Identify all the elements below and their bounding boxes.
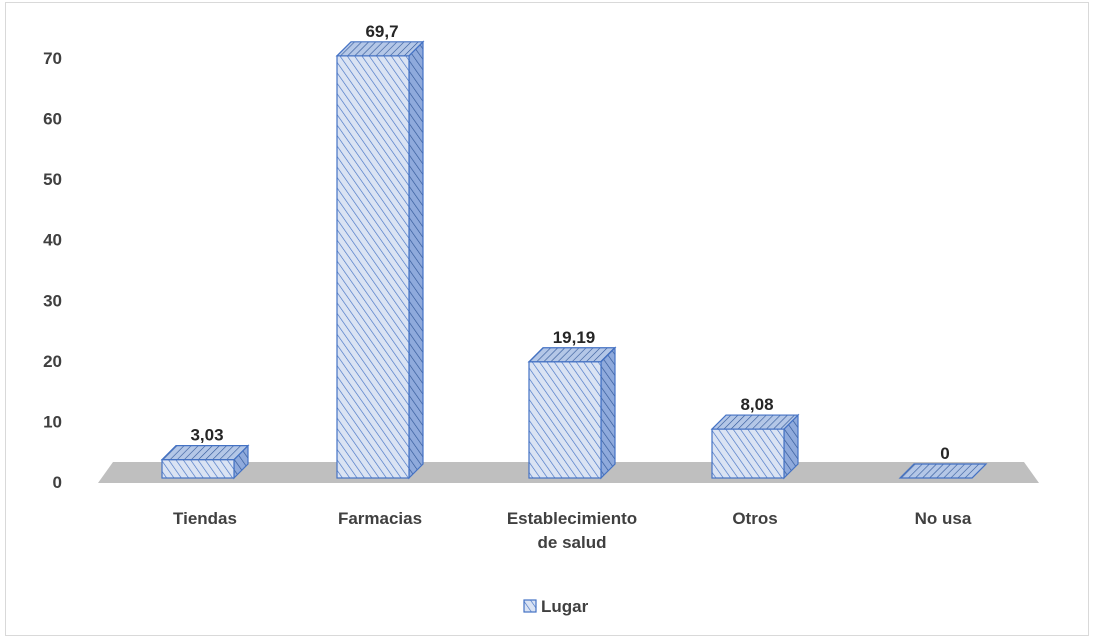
x-tick-label: Tiendas bbox=[173, 509, 237, 528]
data-label: 8,08 bbox=[740, 395, 773, 414]
chart-frame bbox=[5, 2, 1089, 636]
y-tick-label: 20 bbox=[43, 352, 62, 371]
y-tick-label: 50 bbox=[43, 170, 62, 189]
bar-top bbox=[527, 347, 617, 363]
data-label: 0 bbox=[940, 444, 949, 463]
bar bbox=[527, 346, 617, 480]
legend: Lugar bbox=[523, 597, 589, 616]
bar bbox=[710, 413, 800, 480]
bar-front bbox=[161, 459, 235, 479]
data-labels: 3,03 69,7 19,19 8,08 0 bbox=[190, 22, 949, 463]
data-label: 3,03 bbox=[190, 426, 223, 445]
bar-front bbox=[336, 55, 410, 479]
bar bbox=[160, 444, 250, 480]
bar bbox=[898, 463, 988, 479]
bar-top bbox=[898, 463, 988, 479]
x-tick-label: Otros bbox=[732, 509, 777, 528]
x-tick-label: No usa bbox=[915, 509, 972, 528]
bars bbox=[160, 40, 988, 480]
y-axis: 0 10 20 30 40 50 60 70 bbox=[43, 49, 62, 492]
y-tick-label: 40 bbox=[43, 231, 62, 250]
bar-side bbox=[408, 40, 424, 480]
y-tick-label: 70 bbox=[43, 49, 62, 68]
bar-top bbox=[710, 414, 800, 430]
data-label: 19,19 bbox=[553, 328, 596, 347]
x-tick-label: Farmacias bbox=[338, 509, 422, 528]
y-tick-label: 0 bbox=[53, 473, 62, 492]
bar-top bbox=[160, 445, 250, 461]
y-tick-label: 30 bbox=[43, 291, 62, 310]
bar bbox=[335, 40, 425, 480]
x-axis: Tiendas Farmacias Establecimiento de salud O… bbox=[173, 509, 972, 552]
x-tick-label: de salud bbox=[538, 533, 607, 552]
legend-swatch bbox=[523, 599, 537, 613]
x-tick-label: Establecimiento bbox=[507, 509, 637, 528]
bar-front bbox=[528, 361, 602, 479]
y-tick-label: 10 bbox=[43, 412, 62, 431]
bar-top bbox=[335, 41, 425, 57]
bar-front bbox=[711, 428, 785, 479]
data-label: 69,7 bbox=[365, 22, 398, 41]
bar-side bbox=[600, 346, 616, 480]
legend-label: Lugar bbox=[541, 597, 589, 616]
y-tick-label: 60 bbox=[43, 110, 62, 129]
